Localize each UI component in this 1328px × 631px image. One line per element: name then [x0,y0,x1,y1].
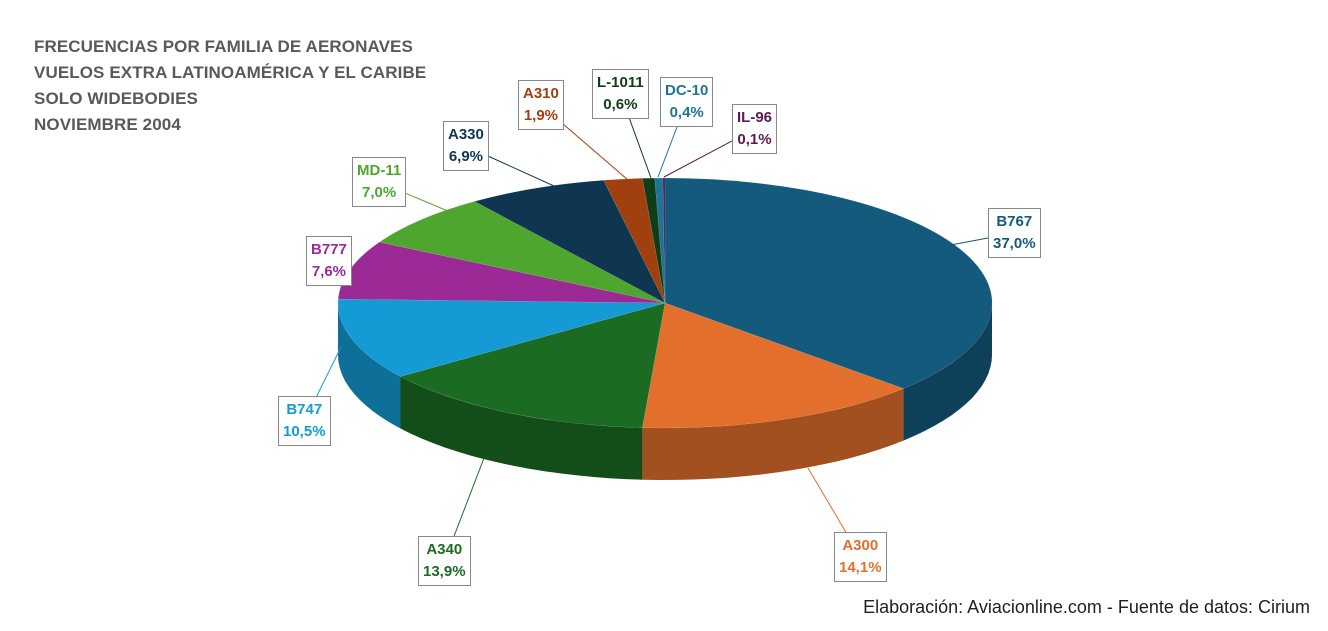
data-label-value: 0,6% [603,96,638,113]
data-label-a310: A310 1,9% [518,80,564,130]
leader-line-a300 [807,467,847,533]
pie-slice-a300 [642,302,905,429]
leader-line-md-11 [405,192,456,215]
pie-slice-b747 [337,298,666,377]
data-label-l-1011: L-1011 0,6% [592,69,649,119]
pie-slice-dc-10 [654,177,666,304]
leader-line-l-1011 [629,118,652,179]
leader-line-a310 [563,124,629,181]
pie-slice-l-1011 [642,177,666,304]
data-label-value: 1,9% [523,107,559,124]
data-label-b747: B747 10,5% [278,396,331,446]
data-label-a340: A340 13,9% [418,536,471,586]
data-label-b767: B767 37,0% [988,208,1041,258]
leader-line-b767 [939,237,989,248]
data-label-value: 7,0% [361,184,397,201]
data-label-name: B767 [996,213,1033,230]
title-line-3: SOLO WIDEBODIES [34,89,198,108]
pie-slice-md-11 [378,201,666,304]
pie-side-a340 [400,376,643,480]
pie-side-a300 [642,388,904,480]
data-label-value: 0,1% [737,131,772,148]
data-label-name: B747 [286,401,323,418]
chart-title: FRECUENCIAS POR FAMILIA DE AERONAVES VUE… [34,34,426,138]
title-line-2: VUELOS EXTRA LATINOAMÉRICA Y EL CARIBE [34,63,427,82]
data-label-name: A300 [842,537,879,554]
data-label-a330: A330 6,9% [443,121,489,171]
data-label-value: 14,1% [839,559,882,576]
data-label-name: DC-10 [665,82,709,99]
pie-slice-b767 [664,177,993,389]
leader-line-a330 [488,156,555,187]
pie-slice-il-96 [662,177,666,304]
data-label-name: A330 [448,126,484,143]
pie-slice-a310 [603,178,666,304]
pie-sides [338,303,992,480]
data-label-name: B777 [311,241,347,258]
data-label-dc-10: DC-10 0,4% [660,77,714,127]
pie-slice-a340 [399,302,666,428]
data-label-name: L-1011 [597,74,644,91]
data-label-md-11: MD-11 7,0% [352,157,407,207]
data-label-value: 13,9% [423,563,466,580]
leader-line-il-96 [663,140,733,178]
leader-line-a340 [453,457,485,537]
leader-lines [316,118,989,537]
title-line-1: FRECUENCIAS POR FAMILIA DE AERONAVES [34,37,413,56]
data-label-value: 7,6% [311,263,347,280]
data-label-value: 10,5% [283,423,326,440]
pie-slices [337,177,993,429]
data-label-il-96: IL-96 0,1% [732,104,778,154]
pie-side-b767 [903,303,992,441]
source-footer: Elaboración: Aviacionline.com - Fuente d… [863,597,1310,617]
data-label-name: A310 [523,85,559,102]
data-label-name: MD-11 [357,162,402,179]
leader-line-dc-10 [657,126,678,178]
data-label-value: 37,0% [993,235,1036,252]
data-label-value: 0,4% [669,104,704,121]
leader-line-b747 [316,346,342,397]
pie-side-b747 [338,303,401,429]
data-label-name: IL-96 [737,109,773,126]
pie-slice-a330 [473,179,666,304]
data-label-name: A340 [426,541,463,558]
data-label-b777: B777 7,6% [306,236,352,286]
title-line-4: NOVIEMBRE 2004 [34,115,181,134]
data-label-value: 6,9% [448,148,484,165]
data-label-a300: A300 14,1% [834,532,887,582]
